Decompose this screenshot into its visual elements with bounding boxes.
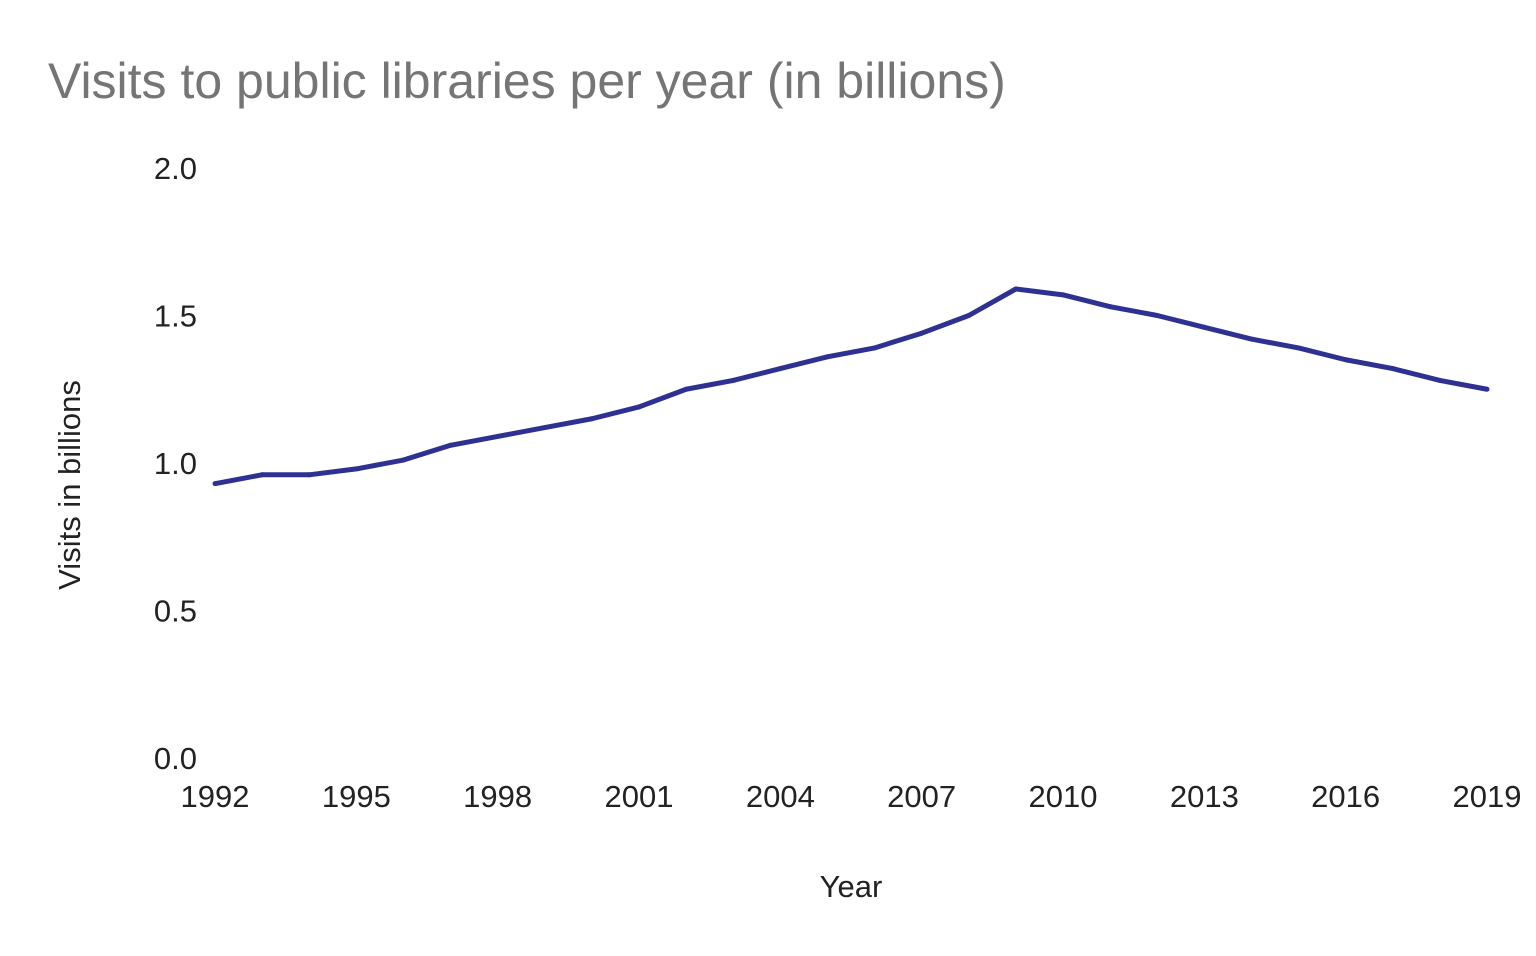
series-line xyxy=(214,286,1488,487)
data-point xyxy=(683,386,689,392)
data-point xyxy=(966,313,972,318)
y-axis-label: Visits in billions xyxy=(52,380,87,590)
data-point xyxy=(353,466,359,472)
x-tick-label: 1995 xyxy=(322,779,391,814)
x-tick-label: 2016 xyxy=(1311,779,1380,814)
data-point xyxy=(919,330,925,336)
data-point xyxy=(1107,304,1113,310)
x-tick-label: 2013 xyxy=(1170,779,1239,814)
data-point xyxy=(872,345,878,351)
x-tick-label: 2007 xyxy=(887,779,956,814)
data-point xyxy=(1484,386,1490,392)
data-point xyxy=(1390,366,1396,372)
y-axis-ticks: 0.0 0.5 1.0 1.5 2.0 xyxy=(154,151,197,776)
y-tick-label: 0.0 xyxy=(154,741,197,776)
y-tick-label: 0.5 xyxy=(154,594,197,629)
data-point xyxy=(400,457,406,463)
y-tick-label: 1.5 xyxy=(154,299,197,334)
data-point xyxy=(824,354,830,360)
data-point xyxy=(1013,286,1019,292)
data-point xyxy=(1154,313,1160,318)
data-point xyxy=(1201,324,1207,330)
x-axis-label: Year xyxy=(820,869,883,904)
y-tick-label: 2.0 xyxy=(154,151,197,186)
chart-title: Visits to public libraries per year (in … xyxy=(48,53,1006,109)
data-point xyxy=(212,481,218,487)
data-point xyxy=(636,404,642,410)
x-tick-label: 2019 xyxy=(1453,779,1522,814)
data-point xyxy=(589,416,595,422)
x-tick-label: 2001 xyxy=(605,779,674,814)
data-point xyxy=(495,433,501,439)
x-tick-label: 2010 xyxy=(1029,779,1098,814)
data-point xyxy=(306,472,312,478)
data-point xyxy=(542,425,548,431)
x-axis-ticks: 1992 1995 1998 2001 2004 2007 2010 2013 2016 2019 xyxy=(181,779,1522,814)
data-point xyxy=(1060,292,1066,298)
data-point xyxy=(1296,345,1302,351)
x-tick-label: 1992 xyxy=(181,779,250,814)
data-point xyxy=(259,472,265,478)
data-point xyxy=(730,377,736,383)
data-point xyxy=(448,442,454,448)
x-tick-label: 1998 xyxy=(463,779,532,814)
data-point xyxy=(1248,336,1254,342)
series-group xyxy=(212,286,1490,487)
data-point xyxy=(1343,357,1349,363)
data-point xyxy=(1437,377,1443,383)
data-point xyxy=(777,366,783,372)
x-tick-label: 2004 xyxy=(746,779,815,814)
y-tick-label: 1.0 xyxy=(154,446,197,481)
